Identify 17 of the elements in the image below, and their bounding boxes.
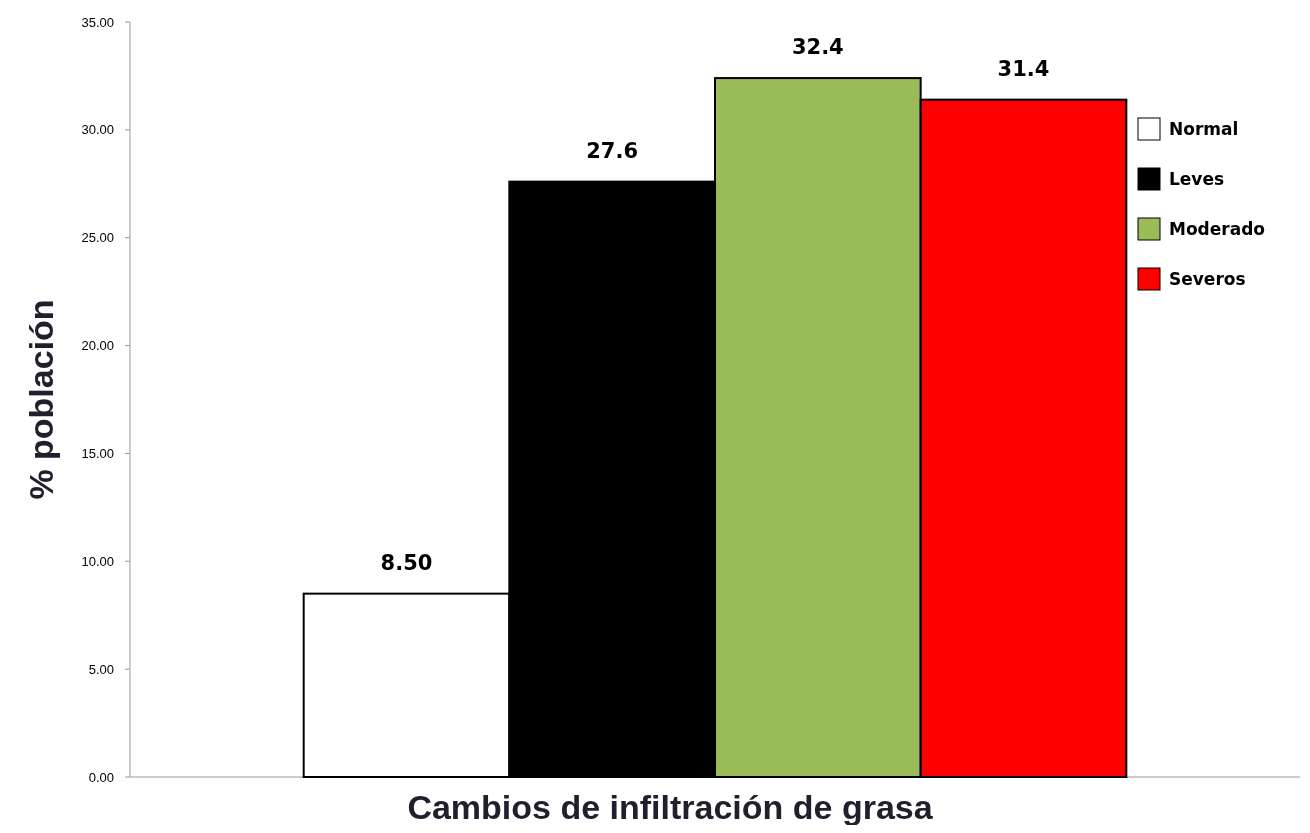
y-axis-title: % población	[22, 299, 60, 500]
legend-label: Moderado	[1169, 218, 1265, 239]
data-label: 8.50	[380, 550, 433, 575]
y-tick-label: 15.00	[81, 445, 114, 461]
data-label: 31.4	[997, 56, 1050, 81]
legend-label: Severos	[1169, 268, 1246, 289]
y-tick-label: 25.00	[81, 230, 114, 246]
data-label: 32.4	[791, 35, 844, 60]
data-label: 27.6	[586, 138, 639, 163]
y-tick-label: 0.00	[88, 769, 114, 785]
legend-label: Normal	[1169, 118, 1239, 139]
y-tick-label: 5.00	[88, 661, 114, 677]
y-tick-label: 10.00	[81, 553, 114, 569]
y-tick-label: 30.00	[81, 122, 114, 138]
y-tick-label: 35.00	[81, 14, 114, 30]
legend-label: Leves	[1169, 168, 1225, 189]
y-tick-label: 20.00	[81, 338, 114, 354]
